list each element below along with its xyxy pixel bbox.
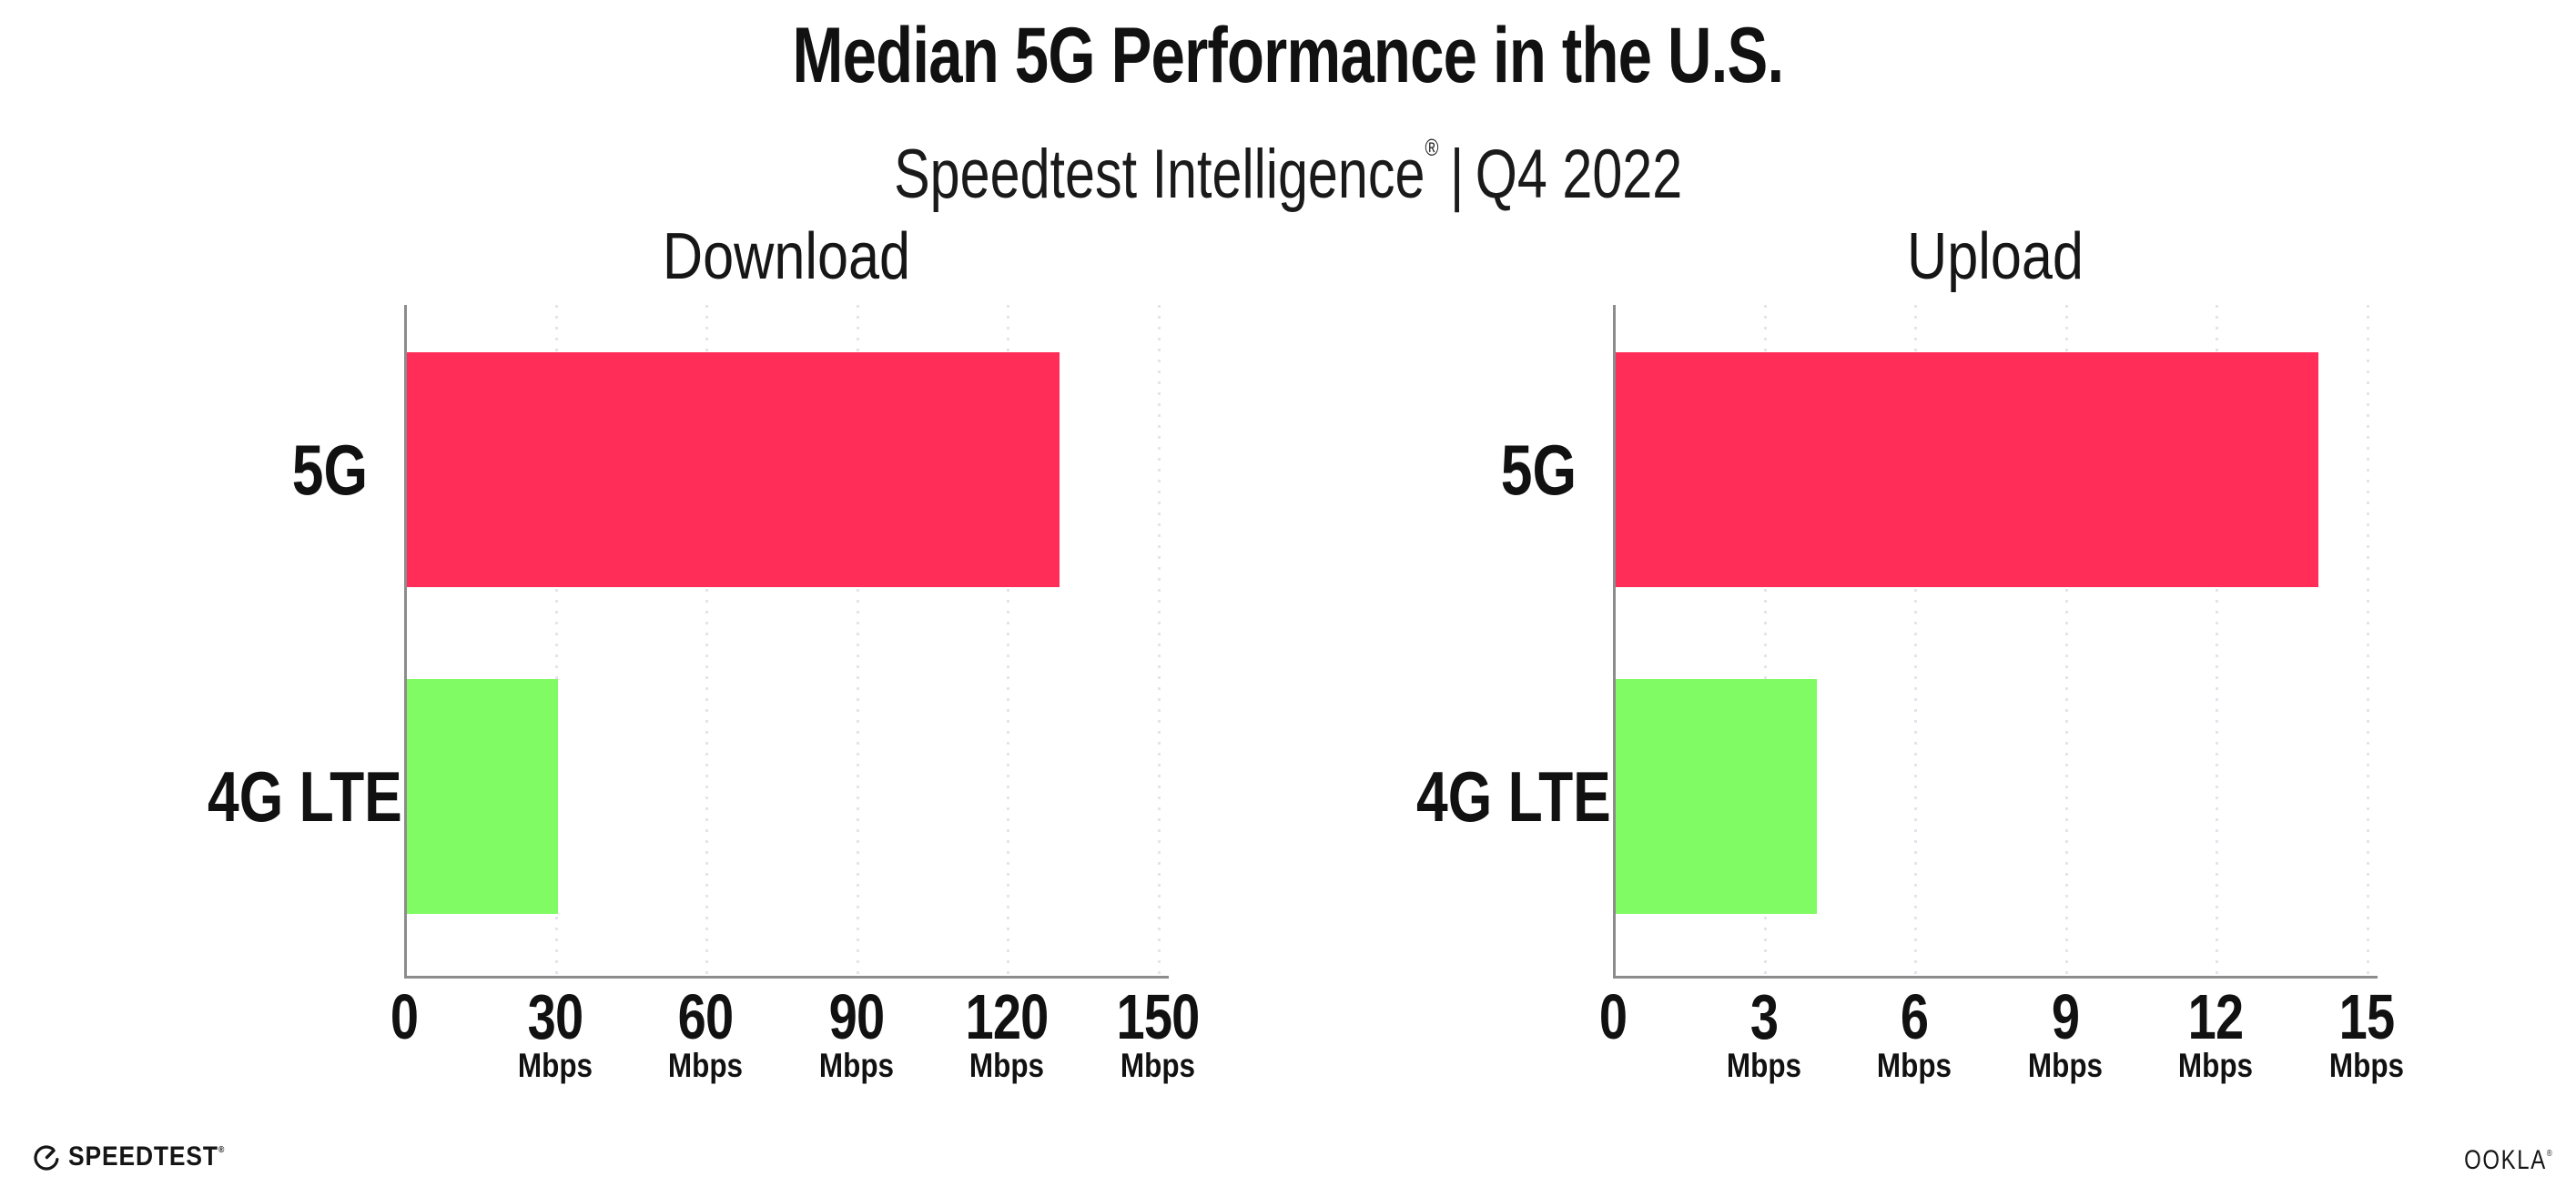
x-tick-label: 6 bbox=[1900, 981, 1929, 1052]
ookla-logo: OOKLA® bbox=[2464, 1145, 2552, 1176]
category-label-5g: 5G bbox=[1500, 430, 1577, 510]
subtitle-period: Q4 2022 bbox=[1475, 136, 1683, 213]
speedtest-logo: SPEEDTEST® bbox=[33, 1141, 246, 1172]
x-tick-unit-label: Mbps bbox=[2328, 1047, 2404, 1084]
chart-title-upload: Upload bbox=[1907, 220, 2084, 293]
subtitle-brand: Speedtest Intelligence bbox=[893, 136, 1425, 213]
bar-4g-lte bbox=[407, 679, 558, 914]
page-subtitle: Speedtest Intelligence® | Q4 2022 bbox=[0, 111, 2576, 211]
x-tick-label: 120 bbox=[965, 981, 1049, 1052]
upload-plot-area bbox=[1613, 305, 2378, 979]
page-title-text: Median 5G Performance in the U.S. bbox=[792, 12, 1785, 99]
gridline bbox=[1763, 305, 1767, 976]
x-tick-label: 150 bbox=[1115, 981, 1200, 1052]
x-tick-unit-label: Mbps bbox=[969, 1047, 1045, 1084]
download-plot-area bbox=[404, 305, 1169, 979]
x-tick-label: 60 bbox=[677, 981, 734, 1052]
chart-title-download: Download bbox=[662, 220, 911, 293]
category-label-4g-lte: 4G LTE bbox=[1416, 756, 1611, 837]
category-label-5g: 5G bbox=[291, 430, 368, 510]
x-tick-unit-label: Mbps bbox=[1726, 1047, 1801, 1084]
gridline bbox=[705, 305, 708, 976]
x-tick-label: 90 bbox=[828, 981, 884, 1052]
x-tick-unit-label: Mbps bbox=[1876, 1047, 1952, 1084]
page-title: Median 5G Performance in the U.S. bbox=[0, 16, 2576, 95]
gridline bbox=[554, 305, 558, 976]
x-tick-unit-label: Mbps bbox=[2027, 1047, 2103, 1084]
gridline bbox=[1007, 305, 1009, 976]
x-tick-label: 0 bbox=[1598, 981, 1628, 1052]
speedtest-gauge-icon bbox=[34, 1145, 59, 1171]
speedtest-wordmark: SPEEDTEST® bbox=[68, 1141, 225, 1172]
x-tick-unit-label: Mbps bbox=[1120, 1047, 1195, 1084]
download-chart: Download 0 30 Mbps 60 Mbps 90 Mbps 120 Mbps 150 Mb… bbox=[167, 0, 1200, 1197]
x-tick-label: 12 bbox=[2187, 981, 2245, 1052]
gridline bbox=[1914, 305, 1917, 976]
bar-5g bbox=[407, 352, 1060, 587]
gridline bbox=[2216, 305, 2218, 976]
gridline bbox=[2064, 305, 2068, 976]
x-tick-unit-label: Mbps bbox=[818, 1047, 894, 1084]
gridline bbox=[2366, 305, 2369, 976]
x-tick-label: 3 bbox=[1749, 981, 1778, 1052]
x-tick-label: 9 bbox=[2051, 981, 2079, 1052]
x-tick-unit-label: Mbps bbox=[517, 1047, 593, 1084]
x-tick-label: 15 bbox=[2338, 981, 2395, 1052]
x-tick-label: 0 bbox=[390, 981, 419, 1052]
ookla-registered-mark: ® bbox=[2547, 1149, 2552, 1159]
x-tick-unit-label: Mbps bbox=[2177, 1047, 2254, 1084]
gridline bbox=[856, 305, 859, 976]
ookla-wordmark: OOKLA bbox=[2464, 1145, 2548, 1175]
gridline bbox=[1157, 305, 1161, 976]
category-label-4g-lte: 4G LTE bbox=[208, 756, 402, 837]
subtitle-separator: | bbox=[1449, 136, 1465, 213]
x-tick-label: 30 bbox=[527, 981, 583, 1052]
bar-5g bbox=[1616, 352, 2319, 587]
speedtest-registered-mark: ® bbox=[218, 1145, 225, 1155]
x-tick-unit-label: Mbps bbox=[667, 1047, 744, 1084]
upload-chart: Upload 0 3 Mbps 6 Mbps 9 Mbps 12 Mbps 15 Mbps 5G 4G … bbox=[1376, 0, 2404, 1197]
registered-mark-icon: ® bbox=[1425, 134, 1439, 161]
bar-4g-lte bbox=[1616, 679, 1817, 914]
